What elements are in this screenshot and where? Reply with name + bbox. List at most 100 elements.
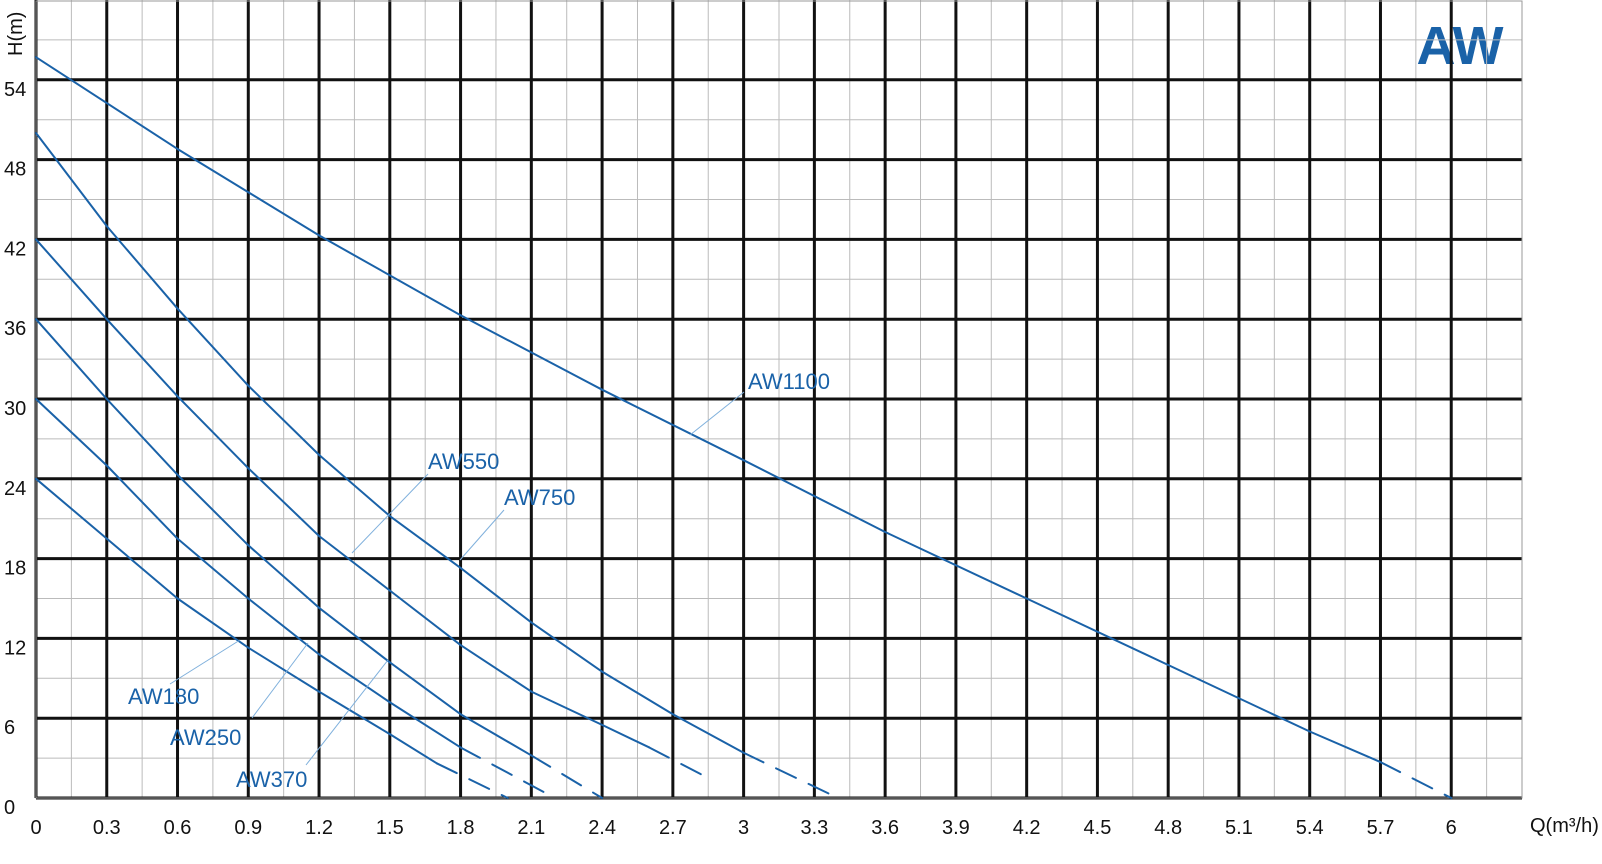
x-tick-label: 4.5: [1084, 817, 1112, 839]
y-tick-label: 24: [4, 478, 26, 500]
x-tick-label: 6: [1446, 817, 1457, 839]
curve-segment: [247, 467, 321, 537]
curve-segment: [247, 544, 321, 609]
curve-segment: [176, 307, 250, 387]
leader-line: [689, 391, 745, 436]
legend-label: AW250: [170, 725, 241, 750]
curve-segment: [459, 566, 533, 624]
leader-line: [459, 509, 505, 561]
x-tick-label: 0.3: [93, 817, 121, 839]
curve-segment: [601, 723, 651, 749]
curve-segment: [388, 733, 438, 765]
curve-segment: [1308, 730, 1382, 764]
curve-segment: [388, 589, 462, 647]
x-tick-label: 1.8: [447, 817, 475, 839]
curve-segment: [35, 398, 108, 467]
leader-line: [251, 642, 309, 719]
y-tick-label: 18: [4, 558, 26, 580]
legend-label: AW1100: [748, 369, 830, 394]
curve-dashed-segment: [459, 746, 556, 799]
x-tick-label: 5.7: [1367, 817, 1395, 839]
curve-segment: [601, 670, 674, 716]
x-tick-label: 0: [30, 817, 41, 839]
x-tick-label: 3.3: [800, 817, 828, 839]
curve-segment: [1025, 597, 1170, 666]
x-tick-label: 0.9: [234, 817, 262, 839]
curve-segment: [105, 398, 179, 476]
curve-segment: [388, 661, 462, 716]
y-tick-label: 6: [4, 717, 15, 739]
x-axis-label: Q(m³/h): [1530, 815, 1599, 837]
x-tick-label: 4.8: [1154, 817, 1182, 839]
y-tick-label: 30: [4, 398, 26, 420]
curve-segment: [105, 464, 179, 540]
legend-label: AW750: [504, 485, 575, 510]
x-tick-label: 4.2: [1013, 817, 1041, 839]
y-tick-label: 54: [4, 79, 26, 101]
curve-segment: [247, 384, 321, 456]
y-tick-label: 48: [4, 159, 26, 181]
curve-segment: [105, 225, 179, 310]
x-tick-label: 0.6: [164, 817, 192, 839]
curve-segment: [176, 597, 250, 649]
legend-label: AW370: [236, 767, 307, 792]
x-tick-label: 3: [738, 817, 749, 839]
curve-segment: [318, 453, 391, 518]
y-tick-label: 0: [4, 797, 15, 819]
curve-segment: [318, 534, 391, 592]
curve-segment: [176, 537, 250, 600]
x-tick-label: 3.6: [871, 817, 899, 839]
curve-segment: [105, 537, 179, 600]
legend-label: AW180: [128, 684, 199, 709]
curve-segment: [318, 606, 391, 664]
curve-segment: [530, 621, 604, 673]
curve-segment: [671, 713, 745, 754]
curve-segment: [1167, 664, 1311, 733]
curve-segment: [318, 653, 391, 704]
curve-segment: [247, 646, 321, 693]
curve-segment: [35, 56, 179, 150]
curve-dashed-segment: [742, 751, 839, 799]
y-tick-label: 36: [4, 318, 26, 340]
curve-segment: [459, 314, 604, 391]
x-tick-label: 5.1: [1225, 817, 1253, 839]
curve-segment: [388, 515, 462, 569]
curve-dashed-segment: [648, 746, 710, 780]
x-tick-label: 1.5: [376, 817, 404, 839]
curve-segment: [742, 459, 887, 533]
y-tick-label: 12: [4, 637, 26, 659]
curve-segment: [530, 690, 604, 726]
curve-segment: [388, 701, 462, 749]
curve-segment: [35, 132, 108, 228]
curve-segment: [884, 531, 1028, 600]
curve-segment: [459, 713, 533, 757]
curve-segment: [105, 318, 179, 398]
curve-segment: [318, 690, 391, 736]
curve-segment: [176, 147, 321, 237]
x-tick-label: 5.4: [1296, 817, 1324, 839]
chart-title: AW: [1417, 16, 1504, 76]
leader-line: [169, 639, 241, 685]
x-tick-label: 2.4: [588, 817, 616, 839]
curve-segment: [459, 644, 533, 693]
curve-segment: [35, 318, 108, 400]
leader-line: [305, 659, 389, 766]
curve-segment: [35, 477, 108, 540]
curve-segment: [601, 388, 745, 462]
x-tick-label: 3.9: [942, 817, 970, 839]
curve-dashed-segment: [1379, 761, 1453, 799]
y-tick-label: 42: [4, 238, 26, 260]
x-tick-label: 2.7: [659, 817, 687, 839]
curve-segment: [35, 238, 108, 321]
leader-line: [351, 473, 429, 554]
x-tick-label: 2.1: [517, 817, 545, 839]
curve-segment: [176, 395, 250, 470]
legend-label: AW550: [428, 449, 499, 474]
curve-segment: [247, 597, 321, 656]
curve-dashed-segment: [530, 754, 604, 799]
curve-segment: [318, 234, 462, 317]
curve-dashed-segment: [435, 762, 509, 799]
x-tick-label: 1.2: [305, 817, 333, 839]
curve-segment: [176, 473, 250, 547]
